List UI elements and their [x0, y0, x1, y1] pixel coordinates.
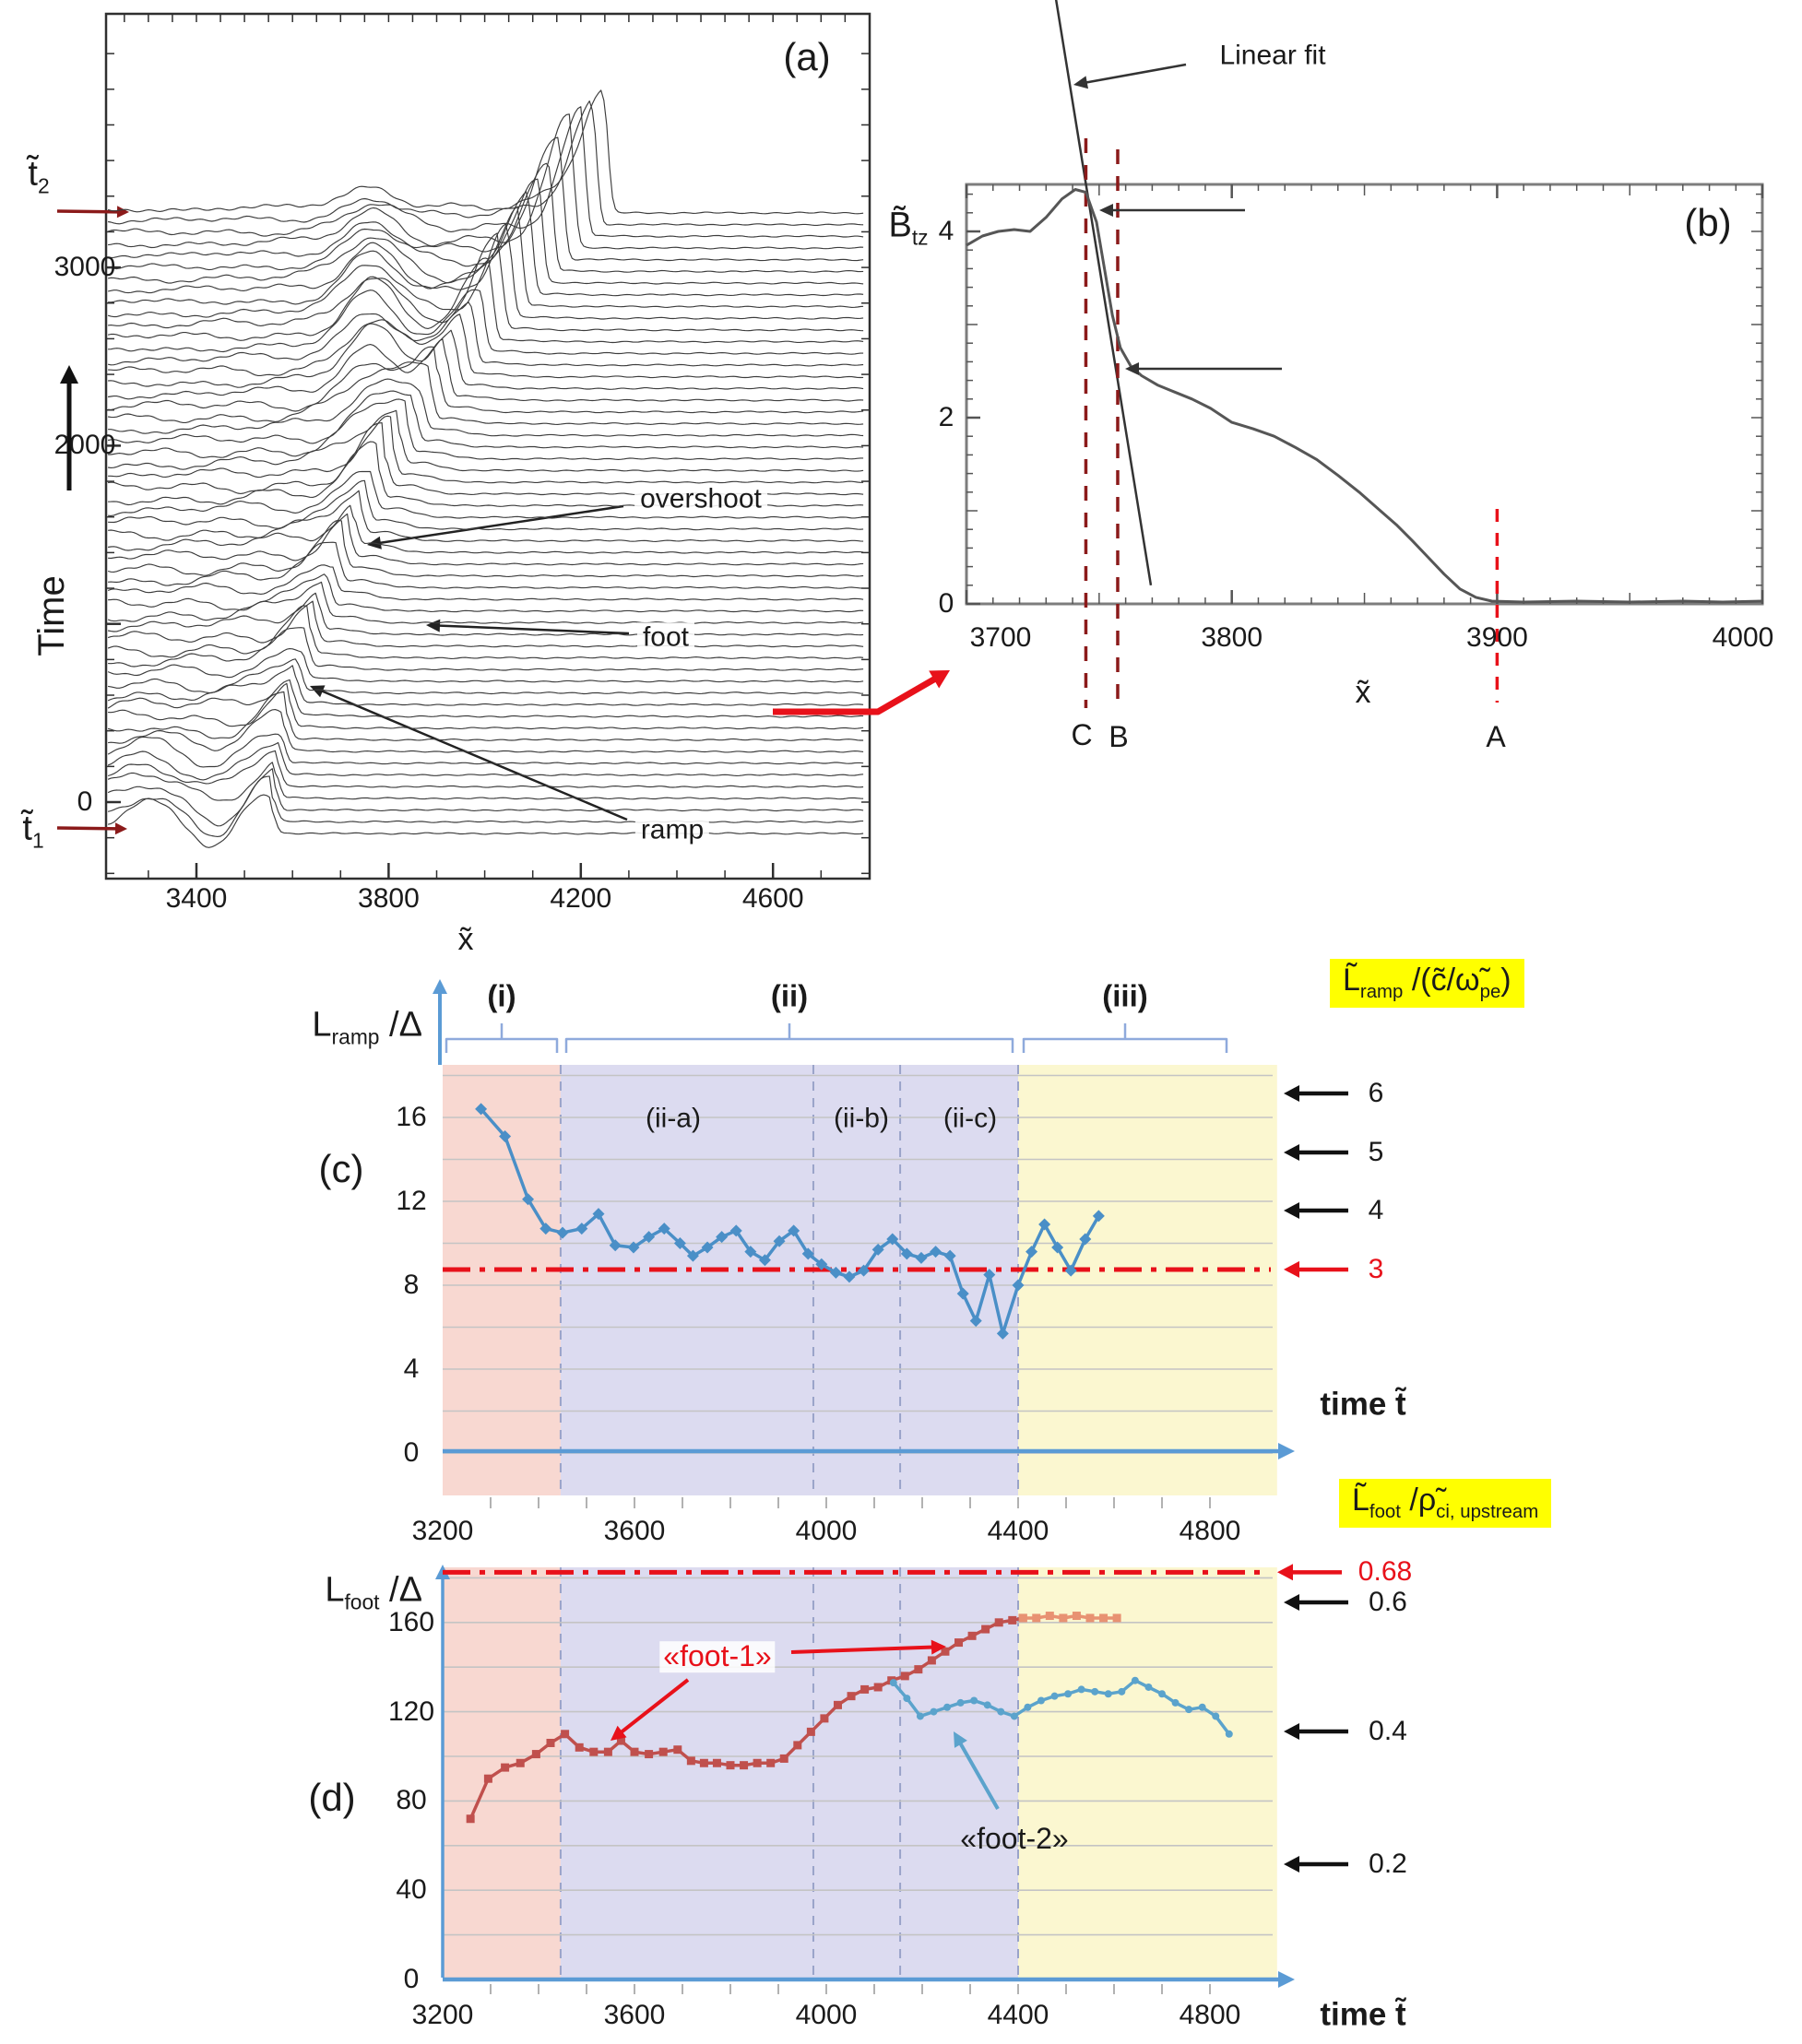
- panel-d-xtick-label: 4400: [987, 2000, 1049, 2030]
- panel-c-right-tick: 4: [1368, 1195, 1384, 1225]
- panel-b-plot: [965, 0, 1764, 708]
- panel-d-right-tick-red: 0.68: [1357, 1556, 1413, 1588]
- panel-d-ytick-label: 80: [396, 1785, 427, 1816]
- panel-a-t1-marker: t̃1: [22, 809, 44, 853]
- panel-a-yaxis-title: Time: [31, 575, 72, 656]
- panel-b-xtick-label: 3900: [1466, 622, 1528, 653]
- panel-c-ytick-label: 12: [396, 1186, 427, 1216]
- panel-c-xtick-label: 4000: [795, 1516, 858, 1546]
- panel-d-xtick-label: 4000: [795, 2000, 858, 2030]
- cut-label-a: A: [1486, 720, 1506, 754]
- panel-d-right-axis-title: L̃foot /ρ̃ci, upstream: [1339, 1479, 1552, 1529]
- panel-c-ytick-label: 8: [403, 1270, 420, 1300]
- panel-d-xtick-label: 3200: [411, 2000, 474, 2030]
- panel-c-ytick-label: 16: [396, 1102, 427, 1132]
- annotation-overshoot: overshoot: [634, 484, 767, 514]
- panel-d-ytick-label: 40: [396, 1874, 427, 1906]
- panel-a-title: (a): [783, 34, 831, 78]
- panel-a-ytick-label: 2000: [53, 430, 116, 461]
- zoom-pointer-arrow: [773, 670, 950, 715]
- cut-label-b: B: [1108, 720, 1129, 754]
- panel-a-t2-marker: t̃2: [28, 154, 50, 198]
- panel-b-title: (b): [1684, 200, 1732, 244]
- region-label-iii: (iii): [1102, 978, 1148, 1013]
- panel-c-ytick-label: 4: [403, 1353, 420, 1384]
- panel-c-time-axis-title: time t̃: [1320, 1386, 1406, 1423]
- panel-d-xtick-label: 4800: [1179, 2000, 1241, 2030]
- panel-a-xtick-label: 3800: [358, 883, 420, 914]
- panel-d-time-axis-title: time t̃: [1320, 1996, 1406, 2033]
- panel-d-plot: [435, 1564, 1348, 1994]
- panel-a-ytick-label: 3000: [53, 252, 116, 283]
- subregion-label-iib: (ii-b): [834, 1103, 889, 1134]
- panel-c-ytick-label: 0: [403, 1437, 420, 1468]
- panel-b-xaxis-title: x̃: [1355, 675, 1371, 711]
- panel-c-right-tick: 6: [1368, 1078, 1384, 1108]
- subregion-label-iic: (ii-c): [942, 1103, 998, 1134]
- panel-c-xtick-label: 4800: [1179, 1516, 1241, 1546]
- panel-d-yaxis-title: Lfoot /Δ: [325, 1570, 422, 1614]
- panel-b-xtick-label: 3800: [1201, 622, 1263, 653]
- panel-c-xtick-label: 3600: [603, 1516, 666, 1546]
- panel-b-xtick-label: 3700: [969, 622, 1032, 653]
- panel-c-title: (c): [318, 1146, 364, 1190]
- series-label-foot1: «foot-1»: [659, 1641, 776, 1672]
- panel-b-ytick-label: 2: [938, 402, 954, 432]
- region-braces: [445, 1023, 1228, 1053]
- panel-d-right-tick: 0.2: [1369, 1849, 1407, 1879]
- linear-fit-label: Linear fit: [1219, 40, 1326, 71]
- panel-d-xtick-label: 3600: [603, 2000, 666, 2030]
- panel-b-yaxis-title: B̃tz: [888, 206, 929, 250]
- panel-a-ytick-label: 0: [77, 786, 93, 817]
- annotation-foot: foot: [636, 622, 695, 652]
- panel-c-xtick-label: 4400: [987, 1516, 1049, 1546]
- panel-d-title: (d): [308, 1775, 356, 1819]
- panel-b-xtick-label: 4000: [1712, 622, 1774, 653]
- panel-d-ytick-label: 160: [387, 1606, 435, 1637]
- panel-d-ytick-label: 120: [387, 1695, 435, 1727]
- panel-a-xaxis-title: x̃: [457, 922, 474, 958]
- panel-a-xtick-label: 4600: [741, 883, 804, 914]
- series-lramp: [480, 1107, 1100, 1336]
- panel-d-right-tick: 0.4: [1369, 1716, 1407, 1746]
- subregion-label-iia: (ii-a): [646, 1103, 701, 1134]
- panel-c-right-axis-title: L̃ramp /(c̃/ω̃pe): [1330, 959, 1524, 1009]
- panel-c-xtick-label: 3200: [411, 1516, 474, 1546]
- panel-c-plot: [433, 979, 1348, 1508]
- panel-a-xtick-label: 4200: [550, 883, 612, 914]
- series-label-foot2: «foot-2»: [960, 1822, 1069, 1856]
- region-label-ii: (ii): [770, 978, 809, 1013]
- panel-d-right-tick: 0.6: [1369, 1587, 1407, 1617]
- region-label-i: (i): [487, 978, 516, 1013]
- panel-b-ytick-label: 0: [938, 588, 954, 619]
- panel-a-xtick-label: 3400: [165, 883, 228, 914]
- cut-label-c: C: [1071, 718, 1093, 752]
- panel-b-ytick-label: 4: [938, 216, 954, 246]
- panel-a-plot: [56, 12, 871, 880]
- waterfall-traces: [107, 89, 864, 848]
- panel-c-yaxis-title: Lramp /Δ: [312, 1005, 422, 1049]
- annotation-ramp: ramp: [634, 815, 710, 845]
- panel-c-right-tick: 5: [1368, 1137, 1384, 1167]
- panel-c-right-tick-red: 3: [1368, 1253, 1384, 1284]
- panel-d-ytick-label: 0: [403, 1964, 420, 1994]
